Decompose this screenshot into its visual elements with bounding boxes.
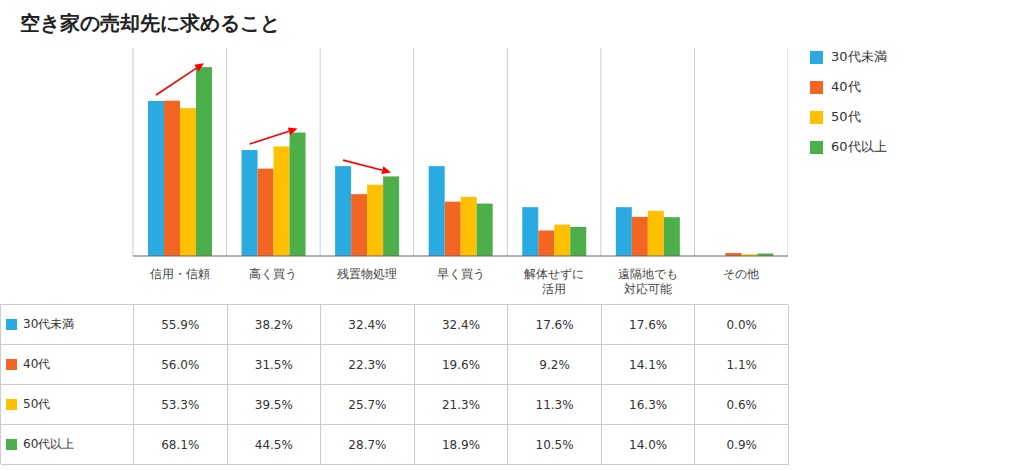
html-text:11.3%: 11.3% [535,397,574,412]
html-text:32.4%: 32.4% [348,317,387,332]
html-text:21.3%: 21.3% [441,397,480,412]
html-text:16.3%: 16.3% [629,397,668,412]
html-text:40代: 40代 [831,79,861,94]
html-text:39.5%: 39.5% [254,397,293,412]
html-text:31.5%: 31.5% [254,357,293,372]
html-text:56.0%: 56.0% [161,357,200,372]
html-text:17.6%: 17.6% [629,317,668,332]
html-text:68.1%: 68.1% [161,437,200,452]
html-text:9.2%: 9.2% [539,357,570,372]
html-text:25.7%: 25.7% [348,397,387,412]
html-text:55.9%: 55.9% [161,317,200,332]
html-text:10.5%: 10.5% [535,437,574,452]
html-text:空き家の売却先に求めること: 空き家の売却先に求めること [20,11,280,35]
html-text:18.9%: 18.9% [441,437,480,452]
html-text:30代未満: 30代未満 [831,49,887,64]
html-text:32.4%: 32.4% [441,317,480,332]
html-text:1.1%: 1.1% [726,357,757,372]
svg-text:その他: その他 [723,267,759,281]
html-text:38.2%: 38.2% [254,317,293,332]
html-text:60代以上: 60代以上 [831,139,887,154]
html-text:50代: 50代 [23,397,51,411]
html-text:17.6%: 17.6% [535,317,574,332]
html-text:19.6%: 19.6% [441,357,480,372]
html-text:22.3%: 22.3% [348,357,387,372]
svg-text:解体せずに活用: 解体せずに活用 [524,267,584,296]
html-text:44.5%: 44.5% [254,437,293,452]
html-text:0.9%: 0.9% [726,437,757,452]
svg-text:遠隔地でも対応可能: 遠隔地でも対応可能 [618,267,678,296]
html-text:28.7%: 28.7% [348,437,387,452]
html-text:40代: 40代 [23,357,51,371]
html-text:0.6%: 0.6% [726,397,757,412]
html-text:30代未満: 30代未満 [23,317,75,331]
svg-text:信用・信頼: 信用・信頼 [150,267,210,281]
svg-text:早く買う: 早く買う [437,267,485,281]
svg-text:残置物処理: 残置物処理 [337,267,397,281]
svg-text:高く買う: 高く買う [249,267,297,281]
html-text:53.3%: 53.3% [161,397,200,412]
html-text:0.0%: 0.0% [726,317,757,332]
html-text:14.0%: 14.0% [629,437,668,452]
html-text:60代以上: 60代以上 [23,437,75,451]
html-text:14.1%: 14.1% [629,357,668,372]
html-text:50代: 50代 [831,109,861,124]
